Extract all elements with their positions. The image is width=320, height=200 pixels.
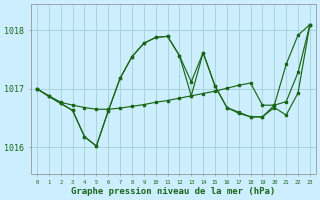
X-axis label: Graphe pression niveau de la mer (hPa): Graphe pression niveau de la mer (hPa): [71, 187, 276, 196]
